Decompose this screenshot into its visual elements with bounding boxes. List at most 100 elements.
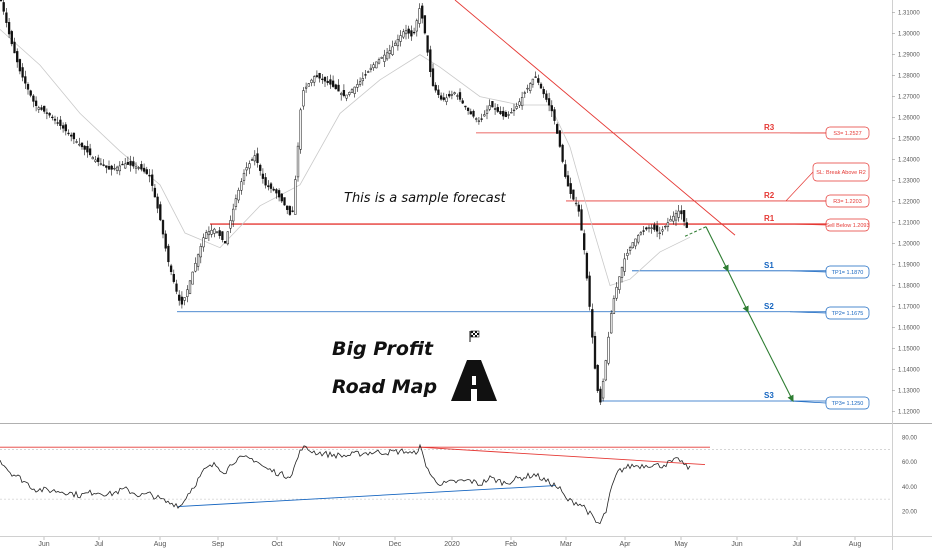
forecast-annotation: This is a sample forecast [344,191,506,206]
candle-body [275,189,278,194]
candle-body [172,273,175,282]
candle-body [556,124,559,134]
candle-body [377,59,381,64]
price-tick-label: 1.16000 [898,326,920,332]
level-name-r2: R2 [764,191,775,200]
candle-body [70,134,73,137]
forecast-arrow [727,270,749,313]
candle-body [148,175,151,177]
candle-body [132,161,135,167]
candle-body [250,159,254,161]
candle-body [404,30,408,35]
candle-body [612,298,616,314]
candle-body [313,76,316,83]
candle-body [529,83,532,91]
candle-body [91,157,94,160]
candle-body [145,169,148,174]
price-tick-label: 1.29000 [898,53,920,59]
candle-body [520,96,524,107]
level-callout-label: TP1= 1.1870 [832,270,864,276]
candle-body [261,173,265,179]
oscillator-tick-label: 40.00 [902,485,918,491]
candle-body [353,86,356,94]
price-tick-label: 1.30000 [898,32,920,38]
candle-body [350,89,354,93]
candle-body [178,294,181,301]
candle-body [655,225,659,232]
candle-body [542,89,545,95]
price-tick-label: 1.12000 [898,410,920,416]
candle-body [161,220,165,235]
price-tick-label: 1.14000 [898,368,920,374]
month-label: Jun [38,541,49,548]
candle-body [547,98,551,106]
candle-body [0,0,3,2]
candle-body [634,238,637,247]
candle-body [526,87,529,90]
candle-body [18,59,22,72]
candle-body [431,68,435,86]
oscillator-panel [0,443,691,525]
candle-body [685,222,688,228]
candle-body [237,189,240,201]
candle-body [485,109,489,114]
month-label: Aug [154,541,167,548]
candle-body [156,196,159,209]
candle-body [658,232,661,234]
candle-body [40,107,43,110]
candle-body [585,253,589,279]
candle-body [469,111,472,115]
candle-body [566,175,570,187]
candle-body [272,188,275,191]
candle-body [61,125,65,129]
candle-body [205,232,208,239]
candle-body [280,193,283,202]
candle-body [626,252,629,256]
candle-body [448,93,451,97]
candle-body [110,165,113,170]
candle-body [453,92,456,95]
candle-body [67,132,70,135]
brand-line-2: Road Map [332,376,437,398]
candle-body [385,52,389,60]
candle-body [618,276,621,290]
candle-body [539,83,543,89]
candle-body [151,174,154,186]
candle-body [259,164,262,171]
candle-body [604,360,607,381]
candle-body [186,289,189,297]
candle-body [383,54,386,62]
candle-body [7,22,11,35]
candle-body [523,92,526,94]
month-label: Jul [95,541,104,548]
candle-body [596,364,599,391]
candle-body [78,143,81,146]
candle-body [475,118,478,120]
candle-body [610,313,613,334]
candle-body [591,309,594,338]
price-tick-label: 1.31000 [898,11,920,17]
level-callout-box [825,194,870,208]
price-tick-label: 1.19000 [898,263,920,269]
candle-body [682,210,686,222]
candle-body [218,230,221,237]
brand-block: Big Profit Road Map [332,330,497,401]
candle-body [372,64,375,69]
candle-body [399,35,402,42]
stop-loss-callout-box [812,162,870,182]
level-callout-box [825,306,870,320]
candle-body [577,204,580,212]
candle-body [429,49,432,72]
candle-body [24,76,27,84]
candle-body [51,116,54,119]
candle-body [456,95,459,97]
level-name-r1: R1 [764,214,775,223]
candle-body [572,189,575,200]
candle-body [647,227,651,229]
candle-body [445,97,448,102]
candle-body [326,80,329,83]
candle-body [334,84,337,90]
candle-body [477,120,481,122]
candle-body [53,118,57,121]
